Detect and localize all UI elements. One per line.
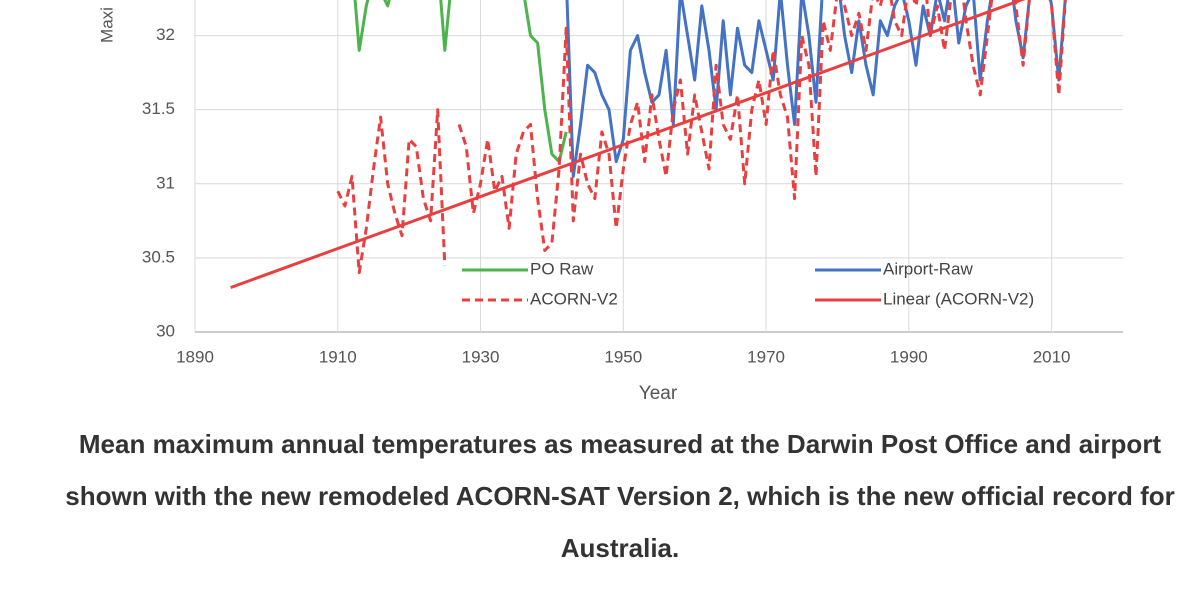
legend-label: Linear (ACORN-V2): [883, 289, 1034, 308]
x-tick-label: 1890: [176, 347, 214, 366]
y-tick-label: 30.5: [142, 247, 175, 266]
x-tick-label: 2010: [1033, 347, 1071, 366]
x-tick-label: 1930: [462, 347, 500, 366]
legend-label: PO Raw: [530, 259, 594, 278]
legend-label: Airport-Raw: [883, 259, 973, 278]
series-line: [565, 0, 1067, 178]
series-line: [230, 0, 1026, 289]
y-tick-label: 31: [156, 173, 175, 192]
series-line: [336, 0, 1067, 275]
y-axis-label: Maxi: [97, 7, 116, 43]
legend-label: ACORN-V2: [530, 289, 618, 308]
x-tick-label: 1950: [604, 347, 642, 366]
series-line: [353, 0, 568, 164]
y-tick-label: 31.5: [142, 99, 175, 118]
chart: Maxi Year 30 30.5 31 31.5 32 1890 1910 1930 1950…: [97, 0, 1123, 404]
x-tick-label: 1910: [319, 347, 357, 366]
x-axis-label: Year: [639, 383, 678, 404]
x-tick-label: 1990: [890, 347, 928, 366]
y-tick-label: 32: [156, 25, 175, 44]
caption: Mean maximum annual temperatures as meas…: [65, 429, 1175, 563]
x-tick-label: 1970: [747, 347, 785, 366]
y-tick-label: 30: [156, 321, 175, 340]
